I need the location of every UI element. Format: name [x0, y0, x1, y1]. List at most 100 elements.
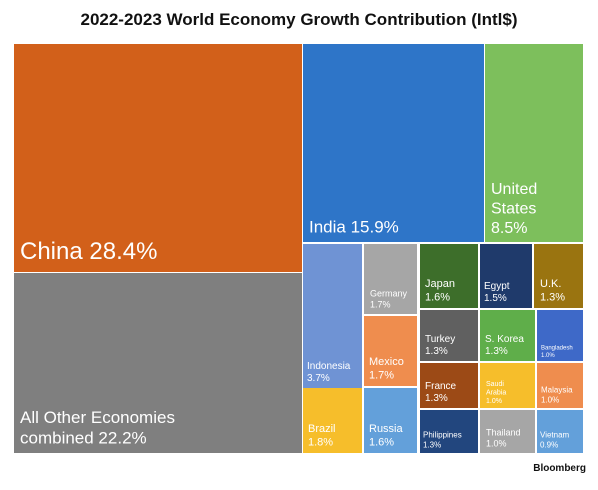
tile-vietnam: Vietnam 0.9%	[537, 410, 583, 453]
tile-rect-bangladesh	[537, 310, 583, 361]
tile-label-line: States	[491, 201, 536, 218]
tile-label-united-states: United States 8.5%	[491, 181, 537, 237]
tile-label-line: 1.7%	[369, 369, 394, 381]
tile-label-all-other-economies-combined: All Other Economies combined 22.2%	[20, 408, 175, 448]
tile-rect-china	[14, 44, 302, 272]
tile-label-line: 1.8%	[308, 436, 333, 448]
tile-label-malaysia: Malaysia 1.0%	[541, 386, 573, 405]
tile-label-line: Japan	[425, 278, 455, 290]
tile-rect-saudi-arabia	[480, 363, 535, 408]
tile-label-line: Malaysia	[541, 386, 573, 395]
tile-label-thailand: Thailand 1.0%	[486, 428, 521, 449]
tile-label-line: India 15.9%	[309, 218, 399, 237]
tile-label-line: Brazil	[308, 423, 336, 435]
tile-label-line: U.K.	[540, 278, 561, 290]
tile-label-line: 0.9%	[540, 440, 558, 449]
tile-s-korea: S. Korea 1.3%	[480, 310, 535, 361]
tile-label-egypt: Egypt 1.5%	[484, 281, 510, 304]
tile-saudi-arabia: Saudi Arabia 1.0%	[480, 363, 535, 408]
tile-rect-japan	[420, 244, 478, 308]
tile-label-india: India 15.9%	[309, 218, 399, 237]
tile-brazil: Brazil 1.8%	[303, 388, 362, 453]
tile-label-line: 1.3%	[485, 346, 508, 357]
tile-label-line: Egypt	[484, 281, 510, 292]
tile-label-france: France 1.3%	[425, 381, 457, 404]
tile-label-line: Bangladesh	[541, 345, 573, 351]
tile-label-line: Turkey	[425, 334, 455, 345]
tile-mexico: Mexico 1.7%	[364, 316, 417, 386]
tile-germany: Germany 1.7%	[364, 244, 417, 314]
tile-label-line: Germany	[370, 289, 408, 299]
tile-label-line: S. Korea	[485, 334, 524, 345]
tile-russia: Russia 1.6%	[364, 388, 417, 453]
tile-rect-u-k	[534, 244, 583, 308]
tile-label-turkey: Turkey 1.3%	[425, 334, 455, 357]
tile-rect-philippines	[420, 410, 478, 453]
tile-label-line: 1.6%	[425, 291, 450, 303]
tile-label-line: 1.0%	[486, 398, 502, 405]
tile-label-line: 1.3%	[425, 393, 448, 404]
tile-japan: Japan 1.6%	[420, 244, 478, 308]
tile-label-line: Saudi	[486, 381, 504, 388]
tile-label-line: 1.0%	[541, 395, 559, 404]
tile-rect-indonesia	[303, 244, 362, 388]
tile-label-line: 1.3%	[423, 440, 441, 449]
tile-indonesia: Indonesia 3.7%	[303, 244, 362, 388]
tile-rect-thailand	[480, 410, 535, 453]
tile-rect-mexico	[364, 316, 417, 386]
tile-label-line: France	[425, 381, 457, 392]
tile-label-saudi-arabia: Saudi Arabia 1.0%	[486, 381, 506, 405]
tile-label-japan: Japan 1.6%	[425, 278, 455, 303]
tile-turkey: Turkey 1.3%	[420, 310, 478, 361]
tile-rect-vietnam	[537, 410, 583, 453]
tile-rect-all-other-economies-combined	[14, 273, 302, 453]
tile-label-line: 1.5%	[484, 293, 507, 304]
tile-rect-turkey	[420, 310, 478, 361]
tile-label-line: China 28.4%	[20, 238, 157, 265]
tile-bangladesh: Bangladesh 1.0%	[537, 310, 583, 361]
tile-label-indonesia: Indonesia 3.7%	[307, 361, 351, 384]
tile-u-k: U.K. 1.3%	[534, 244, 583, 308]
source-label: Bloomberg	[533, 463, 586, 474]
tile-rect-egypt	[480, 244, 532, 308]
tile-label-philippines: Philippines 1.3%	[423, 431, 462, 450]
tile-label-line: Vietnam	[540, 431, 570, 440]
tile-india: India 15.9%	[303, 44, 484, 242]
tile-rect-germany	[364, 244, 417, 314]
chart-title: 2022-2023 World Economy Growth Contribut…	[80, 10, 518, 29]
tile-label-russia: Russia 1.6%	[369, 423, 404, 448]
tile-label-line: 1.0%	[541, 353, 555, 359]
tile-label-mexico: Mexico 1.7%	[369, 356, 404, 381]
tile-all-other-economies-combined: All Other Economies combined 22.2%	[14, 273, 302, 453]
tile-malaysia: Malaysia 1.0%	[537, 363, 583, 408]
tile-label-line: Philippines	[423, 431, 462, 440]
tile-label-line: 8.5%	[491, 220, 527, 237]
tile-label-bangladesh: Bangladesh 1.0%	[541, 345, 573, 358]
tile-label-germany: Germany 1.7%	[370, 289, 408, 310]
tile-united-states: United States 8.5%	[485, 44, 583, 242]
tile-rect-malaysia	[537, 363, 583, 408]
tile-label-line: combined 22.2%	[20, 429, 147, 448]
tile-label-line: 1.3%	[540, 291, 565, 303]
tile-philippines: Philippines 1.3%	[420, 410, 478, 453]
tile-rect-united-states	[485, 44, 583, 242]
tile-rect-s-korea	[480, 310, 535, 361]
tile-label-line: Thailand	[486, 428, 521, 438]
tile-label-line: 1.0%	[486, 439, 507, 449]
tile-label-line: United	[491, 181, 537, 198]
tile-china: China 28.4%	[14, 44, 302, 272]
tile-label-line: Russia	[369, 423, 404, 435]
tile-label-brazil: Brazil 1.8%	[308, 423, 336, 448]
tile-france: France 1.3%	[420, 363, 478, 408]
tile-label-line: 1.7%	[370, 300, 391, 310]
tile-label-line: 3.7%	[307, 373, 330, 384]
tile-label-line: Mexico	[369, 356, 404, 368]
tile-thailand: Thailand 1.0%	[480, 410, 535, 453]
tile-label-line: Arabia	[486, 390, 506, 397]
tile-label-china: China 28.4%	[20, 238, 157, 265]
tile-label-line: All Other Economies	[20, 408, 175, 427]
tile-label-line: 1.6%	[369, 436, 394, 448]
tile-label-u-k: U.K. 1.3%	[540, 278, 565, 303]
tile-label-s-korea: S. Korea 1.3%	[485, 334, 524, 357]
tile-rect-france	[420, 363, 478, 408]
